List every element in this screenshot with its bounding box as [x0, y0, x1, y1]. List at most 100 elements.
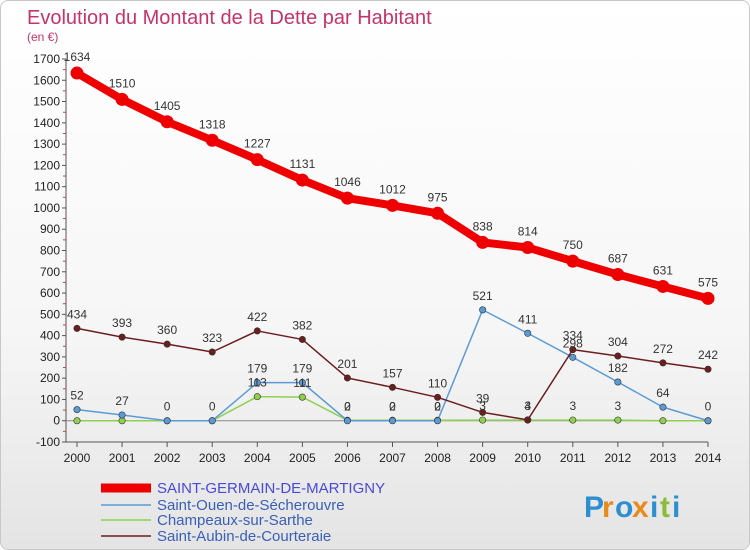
data-label: 575: [698, 275, 718, 289]
data-label: 975: [428, 190, 448, 204]
data-point: [253, 327, 261, 335]
data-point: [208, 417, 216, 425]
x-tick-label: 2002: [154, 451, 181, 465]
chart-title: Evolution du Montant de la Dette par Hab…: [27, 7, 432, 29]
data-point: [656, 279, 670, 293]
logo-letter: i: [672, 491, 680, 524]
logo-letter: o: [615, 491, 633, 524]
data-point: [118, 411, 126, 419]
data-point: [298, 379, 306, 387]
data-label: 323: [202, 331, 222, 345]
data-point: [250, 153, 264, 167]
data-label: 1318: [199, 117, 226, 131]
x-tick-label: 2009: [469, 451, 496, 465]
data-label: 2: [344, 399, 351, 413]
legend-label: Saint-Ouen-de-Sécherouvre: [157, 497, 345, 514]
data-label: 393: [112, 316, 132, 330]
data-label: 0: [434, 400, 441, 414]
data-label: 0: [705, 400, 712, 414]
x-tick-label: 2012: [605, 451, 632, 465]
logo-letter: t: [660, 491, 670, 524]
x-tick-label: 2005: [289, 451, 316, 465]
data-point: [253, 379, 261, 387]
data-label: 3: [569, 399, 576, 413]
y-tick-label: 700: [40, 265, 60, 279]
data-label: 0: [164, 400, 171, 414]
x-tick-label: 2001: [109, 451, 136, 465]
data-point: [295, 173, 309, 187]
data-label: 434: [67, 307, 87, 321]
data-label: 2: [389, 399, 396, 413]
x-tick-label: 2000: [64, 451, 91, 465]
data-point: [115, 92, 129, 106]
data-label: 298: [563, 336, 583, 350]
data-point: [611, 268, 625, 282]
y-tick-label: 1500: [33, 95, 60, 109]
y-tick-label: 1600: [33, 73, 60, 87]
data-label: 334: [563, 329, 583, 343]
y-tick-label: 1300: [33, 137, 60, 151]
data-label: 1046: [334, 175, 361, 189]
data-label: 382: [292, 318, 312, 332]
data-label: 64: [656, 386, 670, 400]
data-label: 157: [382, 366, 402, 380]
data-point: [524, 329, 532, 337]
data-label: 1012: [379, 182, 406, 196]
data-label: 814: [518, 225, 538, 239]
data-point: [160, 115, 174, 129]
logo-letter: P: [584, 491, 604, 524]
y-tick-label: 300: [40, 350, 60, 364]
data-point: [614, 378, 622, 386]
data-label: 411: [518, 312, 537, 326]
data-point: [434, 417, 442, 425]
x-tick-label: 2008: [424, 451, 451, 465]
y-tick-label: -100: [36, 435, 60, 449]
data-point: [118, 417, 126, 425]
data-label: 304: [608, 335, 628, 349]
data-label: 272: [653, 342, 673, 356]
x-tick-label: 2007: [379, 451, 406, 465]
data-label: 179: [247, 362, 267, 376]
data-label: 1131: [289, 157, 315, 171]
data-label: 52: [70, 389, 84, 403]
data-label: 687: [608, 252, 628, 266]
logo-letter: x: [632, 491, 649, 524]
data-label: 1510: [109, 76, 136, 90]
data-point: [566, 254, 580, 268]
data-label: 750: [563, 238, 583, 252]
data-point: [659, 403, 667, 411]
data-point: [524, 416, 532, 424]
data-point: [479, 408, 487, 416]
y-tick-label: 1200: [33, 158, 60, 172]
data-point: [521, 241, 535, 255]
legend-label: SAINT-GERMAIN-DE-MARTIGNY: [157, 480, 385, 497]
data-point: [569, 416, 577, 424]
data-label: 242: [698, 348, 718, 362]
y-tick-label: 100: [40, 392, 60, 406]
x-tick-label: 2013: [650, 451, 677, 465]
y-tick-label: 800: [40, 244, 60, 258]
data-label: 838: [473, 219, 493, 233]
x-tick-label: 2006: [334, 451, 361, 465]
data-point: [476, 235, 490, 249]
data-point: [163, 417, 171, 425]
data-label: 3: [615, 399, 622, 413]
data-point: [388, 383, 396, 391]
data-label: 179: [292, 362, 312, 376]
data-point: [70, 66, 84, 80]
data-point: [614, 352, 622, 360]
data-label: 0: [209, 400, 216, 414]
data-point: [479, 306, 487, 314]
data-label: 0: [344, 400, 351, 414]
data-point: [73, 417, 81, 425]
data-point: [479, 416, 487, 424]
data-label: 4: [524, 399, 531, 413]
y-tick-label: 1100: [34, 180, 60, 194]
data-label: 1227: [244, 137, 271, 151]
data-label: 113: [248, 376, 267, 390]
data-label: 631: [653, 263, 673, 277]
plot-area: 1634 1510 1405 1318 1227 1131 1046 1012 975 838 81…: [64, 50, 718, 425]
data-point: [298, 335, 306, 343]
